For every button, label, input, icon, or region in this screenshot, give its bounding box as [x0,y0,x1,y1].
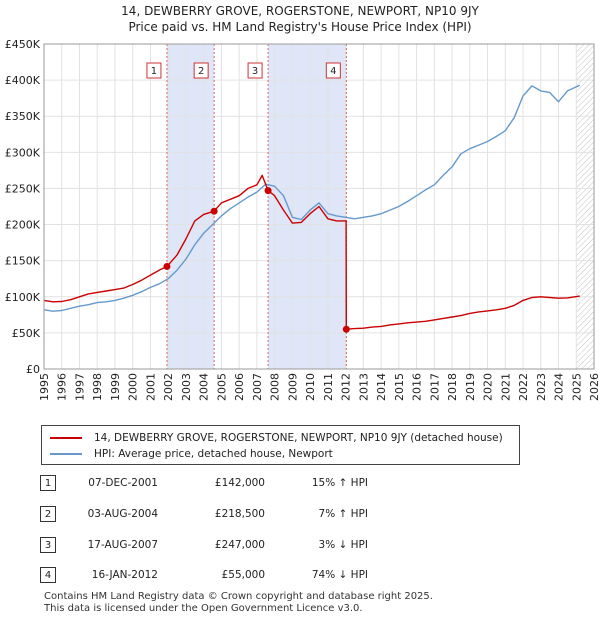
x-tick-label: 2018 [446,373,459,401]
x-tick-label: 2009 [286,373,299,401]
legend: 14, DEWBERRY GROVE, ROGERSTONE, NEWPORT,… [41,425,520,465]
y-tick-label: £350K [5,110,41,123]
price-chart: 1 2 3 4 £0 £50K £100K £150K £200K £250K £300K £350K… [5,38,600,401]
x-tick-label: 2014 [375,373,388,401]
sale-marker-label: 4 [330,66,336,77]
sale-marker-box [193,62,209,79]
x-tick-label: 1999 [109,373,122,401]
legend-swatch-hpi [50,453,82,455]
legend-label-property: 14, DEWBERRY GROVE, ROGERSTONE, NEWPORT,… [94,432,503,444]
y-tick-label: £450K [5,38,41,51]
hpi-line [43,84,581,312]
x-tick-label: 2013 [357,373,370,401]
x-tick-label: 2012 [340,373,353,401]
x-tick-label: 2024 [553,373,566,401]
x-tick-label: 2005 [215,373,228,401]
sale-marker-label: 2 [198,66,204,77]
x-tick-label: 2008 [269,373,282,401]
sale-number: 4 [40,567,56,583]
sale-price: £218,500 [214,508,265,520]
x-tick-label: 2004 [198,373,211,401]
property-price-line [43,174,580,330]
x-tick-label: 2022 [517,373,530,401]
sale-price: £247,000 [214,539,265,551]
x-tick-label: 2021 [499,373,512,401]
sale-row: 2 03-AUG-2004 £218,500 7% ↑ HPI [0,506,600,526]
sale-hpi-comparison: 15% ↑ HPI [311,477,368,489]
x-tick-label: 2026 [588,373,600,401]
sale-marker-label: 3 [252,66,258,77]
x-tick-label: 2007 [251,373,264,401]
ownership-period-shade [166,44,215,369]
x-tick-label: 2017 [428,373,441,401]
sale-price: £142,000 [214,477,265,489]
x-tick-label: 1998 [91,373,104,401]
plot-frame [43,43,595,370]
sale-date: 16-JAN-2012 [91,569,158,581]
sale-marker-box [247,62,263,79]
x-tick-label: 2000 [127,373,140,401]
sale-hpi-comparison: 7% ↑ HPI [318,508,368,520]
x-tick-label: 2011 [322,373,335,401]
forecast-hatch [576,44,594,369]
sale-date: 07-DEC-2001 [88,477,158,489]
x-tick-label: 2019 [464,373,477,401]
legend-item-property: 14, DEWBERRY GROVE, ROGERSTONE, NEWPORT,… [50,430,503,446]
sale-point [210,207,218,215]
y-tick-label: £300K [5,146,41,159]
y-tick-label: £150K [5,255,41,268]
x-tick-label: 2002 [162,373,175,401]
sale-number: 3 [40,537,56,553]
y-tick-label: £250K [5,182,41,195]
x-tick-label: 2015 [393,373,406,401]
legend-item-hpi: HPI: Average price, detached house, Newp… [50,446,333,462]
chart-subtitle: Price paid vs. HM Land Registry's House … [128,20,472,34]
x-tick-label: 1996 [56,373,69,401]
x-tick-label: 1997 [73,373,86,401]
sale-marker-label: 1 [151,66,157,77]
sale-row: 1 07-DEC-2001 £142,000 15% ↑ HPI [0,475,600,495]
legend-swatch-property [50,437,82,439]
x-tick-label: 2006 [233,373,246,401]
sale-marker-box [146,62,162,79]
sale-marker-box [325,62,341,79]
y-tick-label: £0 [26,363,40,376]
sale-row: 4 16-JAN-2012 £55,000 74% ↓ HPI [0,567,600,587]
sale-date: 03-AUG-2004 [87,508,158,520]
chart-title: 14, DEWBERRY GROVE, ROGERSTONE, NEWPORT,… [121,4,479,18]
x-tick-label: 2020 [482,373,495,401]
x-tick-label: 2023 [535,373,548,401]
sale-point [342,325,350,333]
sale-point [264,187,272,195]
legend-label-hpi: HPI: Average price, detached house, Newp… [94,448,333,460]
sale-date: 17-AUG-2007 [87,539,158,551]
sale-number: 1 [40,475,56,491]
y-tick-label: £100K [5,291,41,304]
sale-row: 3 17-AUG-2007 £247,000 3% ↓ HPI [0,537,600,557]
x-tick-label: 2010 [304,373,317,401]
y-tick-label: £200K [5,219,41,232]
sale-hpi-comparison: 74% ↓ HPI [311,569,368,581]
y-tick-label: £400K [5,74,41,87]
x-tick-label: 2003 [180,373,193,401]
footer-copyright: Contains HM Land Registry data © Crown c… [44,591,433,602]
sale-number: 2 [40,506,56,522]
sale-hpi-comparison: 3% ↓ HPI [318,539,368,551]
footer-licence: This data is licensed under the Open Gov… [44,603,363,614]
sale-point [163,262,171,270]
x-tick-label: 2001 [144,373,157,401]
x-tick-label: 1995 [38,373,51,401]
y-tick-label: £50K [12,327,41,340]
x-tick-label: 2025 [570,373,583,401]
x-tick-label: 2016 [411,373,424,401]
sale-price: £55,000 [221,569,265,581]
ownership-period-shade [268,44,347,369]
